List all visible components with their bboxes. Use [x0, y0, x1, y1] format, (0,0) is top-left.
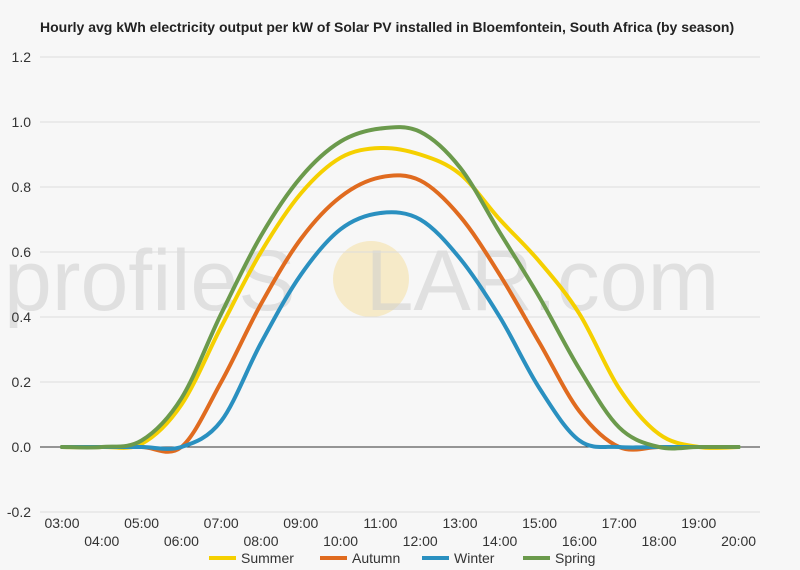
x-tick-label: 05:00 — [124, 515, 159, 531]
x-tick-label: 17:00 — [602, 515, 637, 531]
x-tick-label: 14:00 — [482, 533, 517, 549]
x-tick-label: 08:00 — [243, 533, 278, 549]
watermark-sun-icon — [333, 241, 409, 317]
y-tick-label: 0.4 — [12, 309, 32, 325]
x-tick-label: 03:00 — [44, 515, 79, 531]
x-tick-label: 15:00 — [522, 515, 557, 531]
legend: Summer Autumn Winter Spring — [209, 550, 595, 566]
x-tick-label: 11:00 — [363, 515, 397, 531]
series-lines — [60, 125, 741, 454]
x-tick-label: 20:00 — [721, 533, 756, 549]
y-tick-label: 0.0 — [12, 439, 32, 455]
y-tick-label: 0.8 — [12, 179, 32, 195]
x-tick-label: 13:00 — [442, 515, 477, 531]
x-tick-label: 04:00 — [84, 533, 119, 549]
legend-label-spring: Spring — [555, 550, 595, 566]
legend-label-winter: Winter — [454, 550, 495, 566]
y-tick-label: 0.2 — [12, 374, 32, 390]
x-tick-label: 06:00 — [164, 533, 199, 549]
y-tick-label: 0.6 — [12, 244, 32, 260]
x-tick-label: 16:00 — [562, 533, 597, 549]
y-tick-label: -0.2 — [7, 504, 31, 520]
series-line-winter — [60, 210, 741, 451]
y-axis-ticks: -0.2 0.0 0.2 0.4 0.6 0.8 1.0 1.2 — [7, 49, 31, 520]
x-tick-label: 10:00 — [323, 533, 358, 549]
x-tick-label: 19:00 — [681, 515, 716, 531]
x-tick-label: 09:00 — [283, 515, 318, 531]
y-tick-label: 1.2 — [12, 49, 32, 65]
series-line-summer — [60, 145, 741, 450]
legend-label-summer: Summer — [241, 550, 294, 566]
x-tick-label: 18:00 — [641, 533, 676, 549]
chart-title: Hourly avg kWh electricity output per kW… — [40, 19, 735, 35]
y-tick-label: 1.0 — [12, 114, 32, 130]
watermark: profileS LAR.com — [4, 233, 719, 329]
series-line-spring — [60, 125, 741, 451]
legend-label-autumn: Autumn — [352, 550, 400, 566]
x-tick-label: 12:00 — [403, 533, 438, 549]
x-tick-label: 07:00 — [204, 515, 239, 531]
